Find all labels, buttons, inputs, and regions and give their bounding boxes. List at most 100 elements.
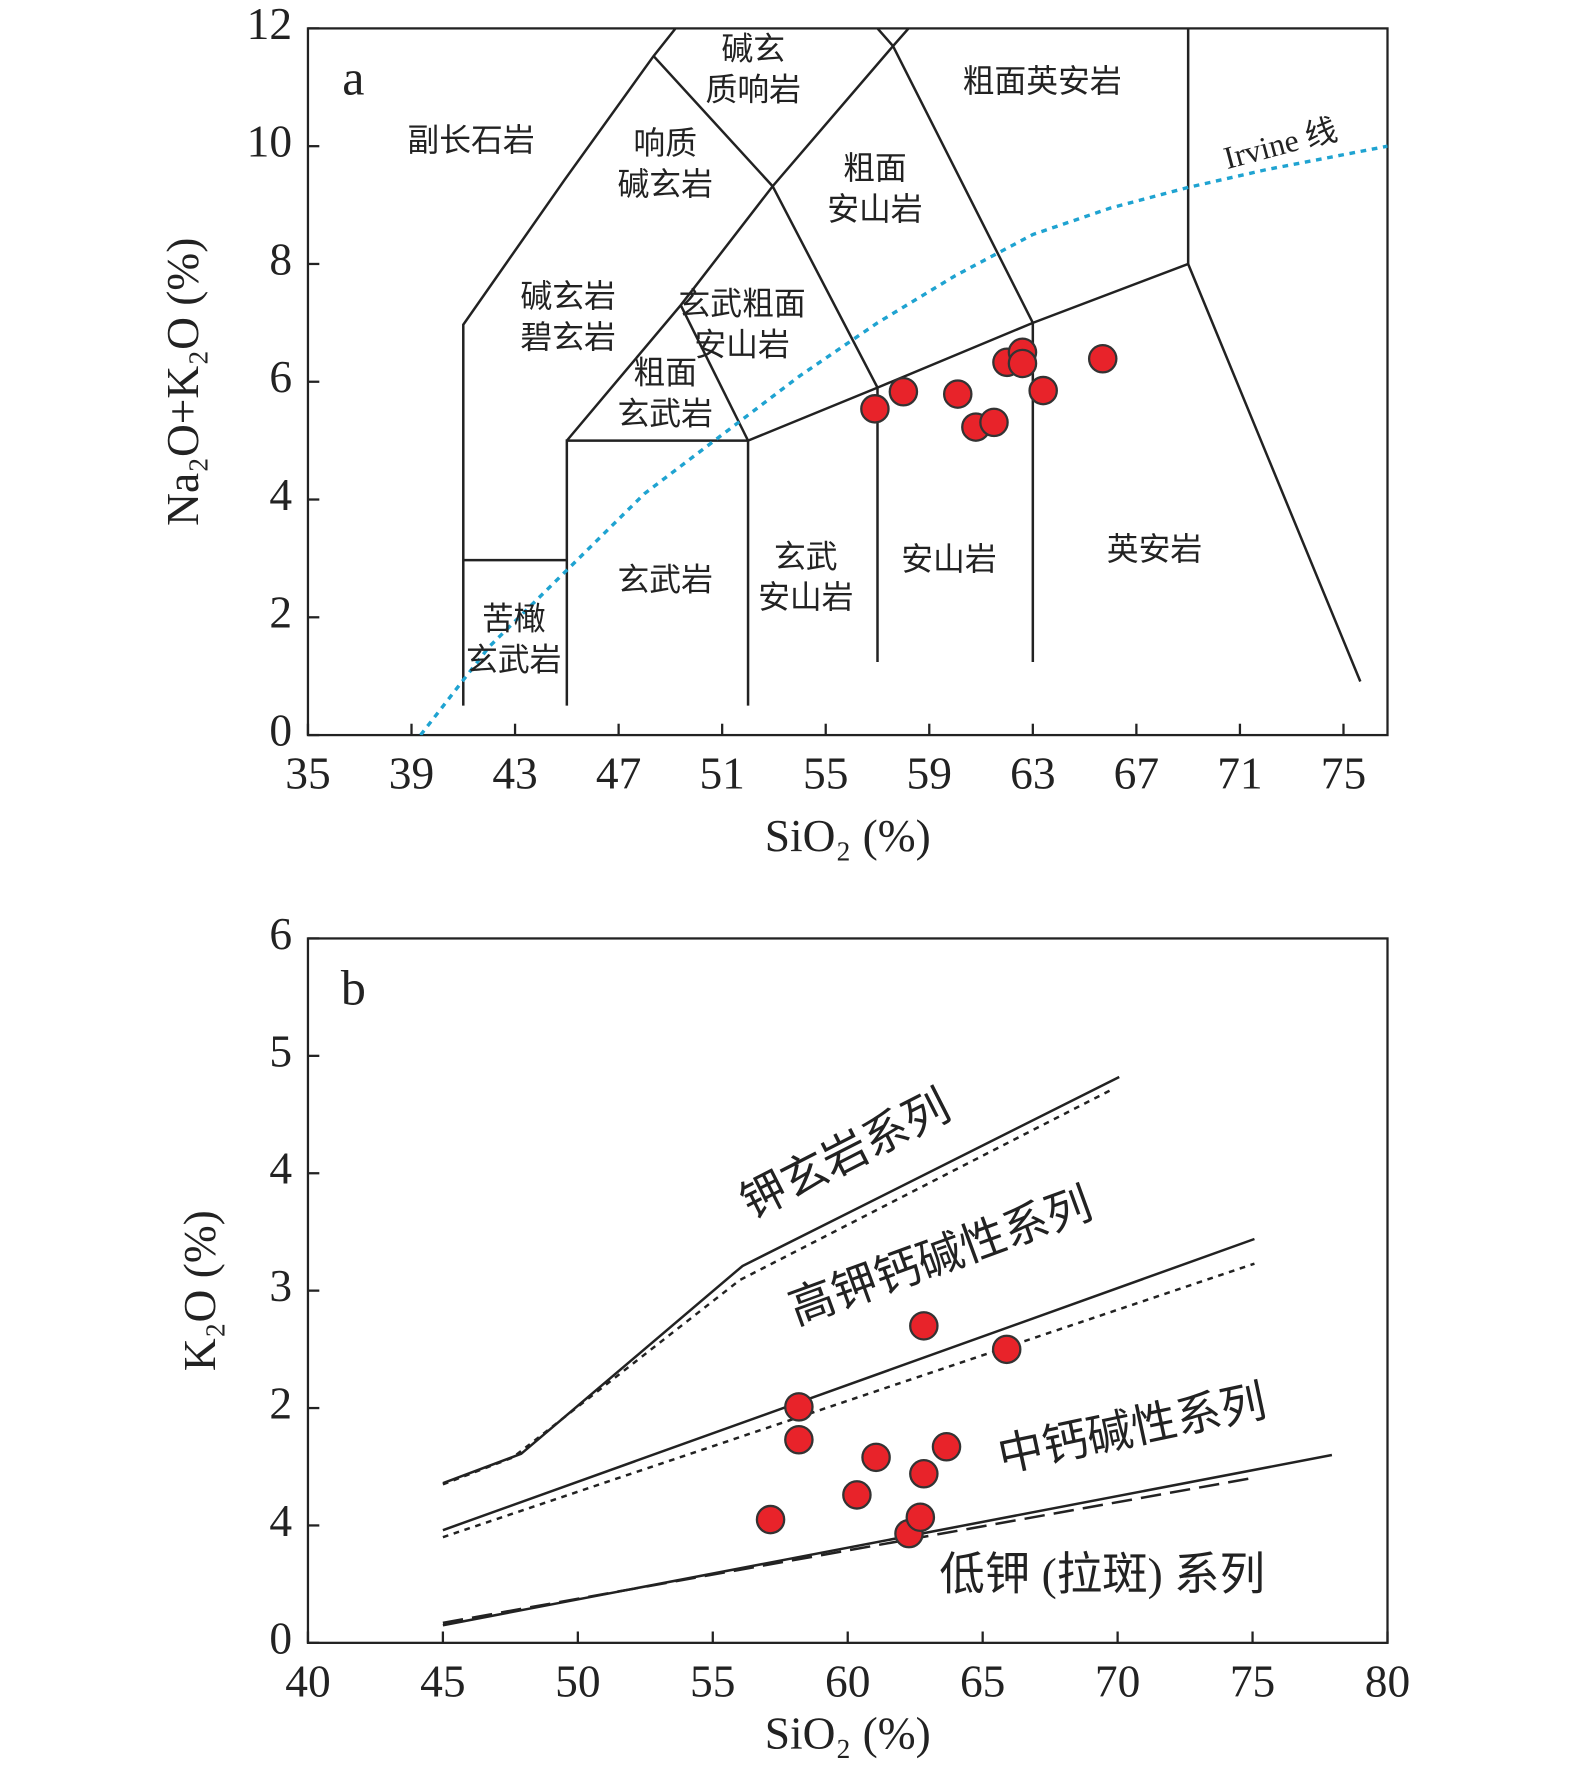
x-tick-label: 47 (596, 749, 641, 799)
region-label-line: 碱玄岩 (520, 279, 615, 314)
region-label: 玄武安山岩 (758, 540, 853, 616)
y-tick-label: 6 (269, 909, 292, 959)
region-label-line: 低钾 (拉斑) 系列 (939, 1550, 1265, 1600)
x-tick-label: 63 (1010, 749, 1055, 799)
region-label: Irvine 线 (1220, 112, 1341, 176)
x-tick-label: 40 (285, 1656, 330, 1706)
region-label-line: 粗面 (633, 356, 697, 391)
data-point (942, 379, 973, 409)
data-point (991, 1334, 1022, 1365)
region-label-line: 玄武岩 (618, 563, 713, 598)
region-label: 粗面英安岩 (963, 64, 1122, 99)
region-label: 副长石岩 (407, 123, 534, 158)
data-point (1007, 348, 1038, 379)
data-point (842, 1480, 872, 1510)
region-label-line: 安山岩 (694, 328, 789, 363)
region-label-line: 中钙碱性系列 (993, 1377, 1270, 1483)
x-tick-label: 39 (389, 749, 434, 799)
y-tick-label: 4 (269, 1496, 292, 1546)
data-point (784, 1424, 814, 1455)
boundary-line (565, 439, 750, 706)
data-point (861, 1442, 891, 1473)
x-axis-label: SiO₂ (%) (765, 1709, 931, 1759)
data-point (755, 1504, 786, 1535)
region-label-line: 粗面英安岩 (963, 64, 1122, 99)
data-point (905, 1502, 936, 1532)
x-tick-label: 70 (1095, 1656, 1140, 1706)
boundary-line (876, 28, 1034, 324)
data-point (888, 376, 919, 407)
x-tick-label: 59 (907, 749, 952, 799)
region-label-line: 响质 (633, 126, 697, 161)
data-point (1028, 375, 1058, 406)
y-tick-label: 2 (269, 1378, 292, 1428)
boundary-line (462, 28, 677, 706)
y-tick-label: 8 (269, 234, 292, 284)
region-label: 碱玄岩碧玄岩 (520, 279, 615, 355)
y-axis-label: K₂O (%) (175, 1210, 225, 1371)
region-label: 英安岩 (1107, 532, 1202, 567)
x-tick-label: 75 (1230, 1656, 1275, 1706)
region-label: 中钙碱性系列 (993, 1377, 1270, 1483)
y-tick-label: 0 (269, 1613, 292, 1663)
x-tick-label: 51 (699, 749, 744, 799)
boundary-line (442, 1237, 1255, 1532)
boundary-line (679, 304, 750, 442)
boundary-line (442, 1075, 1120, 1485)
region-label-line: 碱玄岩 (618, 167, 713, 202)
boundary-line (747, 262, 1362, 682)
data-point (909, 1311, 939, 1341)
y-tick-label: 2 (269, 588, 292, 638)
panel-label: a (342, 49, 364, 105)
region-label: 玄武粗面安山岩 (678, 287, 805, 363)
y-tick-label: 5 (269, 1026, 292, 1076)
region-label: 苦橄玄武岩 (466, 602, 561, 678)
x-tick-label: 45 (420, 1656, 465, 1706)
region-label-line: 碧玄岩 (520, 320, 615, 355)
region-label-line: 质响岩 (706, 73, 801, 108)
panel-label: b (341, 959, 366, 1015)
x-tick-label: 50 (555, 1656, 600, 1706)
x-tick-label: 67 (1114, 749, 1159, 799)
region-label-line: 安山岩 (758, 581, 853, 616)
data-point (784, 1392, 814, 1422)
x-tick-label: 55 (803, 749, 848, 799)
region-label-line: 安山岩 (827, 192, 922, 227)
y-tick-label: 4 (269, 470, 292, 520)
boundary-line (419, 144, 1388, 736)
data-point (860, 394, 890, 424)
region-label-line: 碱玄 (721, 32, 785, 67)
region-label-line: 玄武岩 (618, 397, 713, 432)
x-tick-label: 43 (492, 749, 537, 799)
region-label: 碱玄质响岩 (706, 32, 801, 108)
region-label-line: 英安岩 (1107, 532, 1202, 567)
x-tick-label: 35 (285, 749, 330, 799)
y-tick-label: 3 (269, 1261, 292, 1311)
y-tick-label: 10 (247, 117, 292, 167)
region-label-line: 苦橄 (482, 602, 546, 637)
region-label: 玄武岩 (618, 563, 713, 598)
x-tick-label: 80 (1365, 1656, 1410, 1706)
x-tick-label: 71 (1217, 749, 1262, 799)
data-point (909, 1459, 939, 1489)
x-tick-label: 65 (960, 1656, 1005, 1706)
region-label-line: 安山岩 (901, 542, 996, 577)
region-label-line: 粗面 (843, 152, 907, 187)
region-label: 钾玄岩系列 (733, 1081, 958, 1229)
region-label-line: Irvine 线 (1220, 112, 1341, 176)
y-tick-label: 0 (269, 706, 292, 756)
y-tick-label: 4 (269, 1144, 292, 1194)
boundary-line (442, 1477, 1251, 1625)
y-tick-label: 6 (269, 352, 292, 402)
x-tick-label: 75 (1321, 749, 1366, 799)
region-label: 低钾 (拉斑) 系列 (939, 1550, 1265, 1600)
data-point (1087, 344, 1118, 374)
region-label-line: 钾玄岩系列 (733, 1081, 958, 1229)
region-label-line: 副长石岩 (407, 123, 534, 158)
x-tick-label: 60 (825, 1656, 870, 1706)
data-point (931, 1432, 962, 1462)
y-axis-label: Na₂O+K₂O (%) (158, 238, 208, 526)
region-label: 安山岩 (901, 542, 996, 577)
